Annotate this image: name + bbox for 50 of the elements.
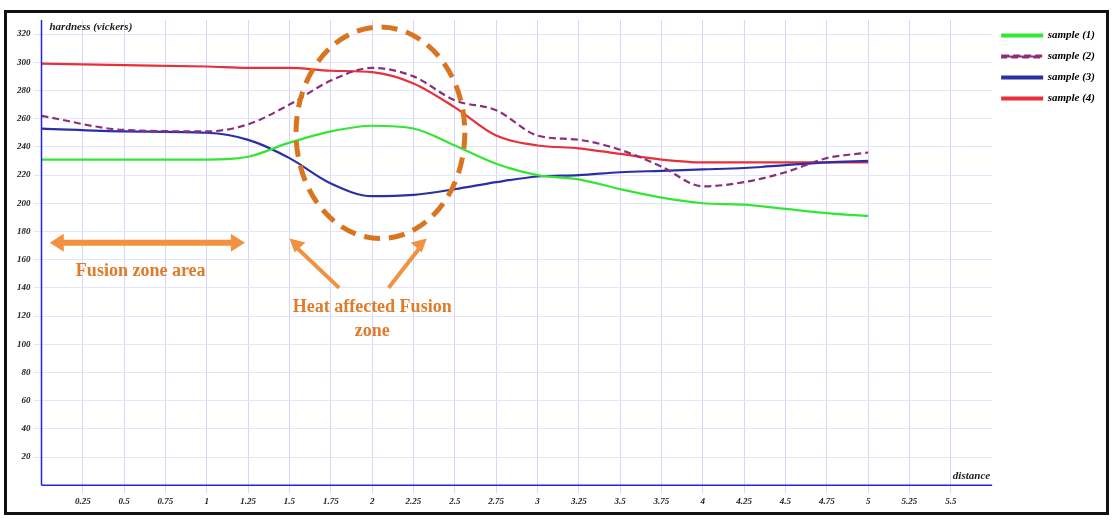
x-tick-label: 5.25 bbox=[901, 495, 918, 506]
x-tick-label: 0.25 bbox=[74, 495, 92, 506]
legend-label: sample (4) bbox=[1046, 91, 1096, 105]
line-series bbox=[41, 66, 870, 188]
x-tick-label: 2.25 bbox=[404, 495, 422, 506]
x-tick-label: 1.75 bbox=[322, 495, 340, 506]
y-tick-label: 140 bbox=[17, 282, 31, 293]
x-tick-label: 1.25 bbox=[240, 495, 257, 506]
x-tick-label: 0.5 bbox=[118, 495, 131, 506]
x-tick-label: 1 bbox=[204, 495, 210, 506]
line-series bbox=[41, 62, 870, 164]
x-tick-label: 4 bbox=[699, 495, 706, 506]
y-axis-title: hardness (vickers) bbox=[49, 20, 133, 34]
line-series bbox=[41, 124, 870, 218]
y-tick-label: 180 bbox=[17, 225, 31, 236]
y-tick-label: 280 bbox=[16, 84, 31, 95]
x-tick-label: 2.75 bbox=[487, 495, 505, 506]
x-tick-label: 1.5 bbox=[283, 495, 296, 506]
y-tick-label: 220 bbox=[16, 169, 31, 180]
x-tick-label: 0.75 bbox=[157, 495, 174, 506]
x-tick-label: 4.75 bbox=[817, 495, 836, 506]
x-tick-label: 3 bbox=[534, 495, 541, 506]
x-tick-label: 2.5 bbox=[448, 495, 461, 506]
y-tick-label: 40 bbox=[20, 423, 31, 434]
x-tick-label: 3.5 bbox=[613, 495, 627, 506]
y-tick-label: 120 bbox=[17, 310, 31, 321]
line-series bbox=[41, 127, 870, 198]
legend-label: sample (3) bbox=[1046, 70, 1096, 84]
x-axis-title: distance bbox=[952, 468, 991, 481]
legend-label: sample (2) bbox=[1046, 49, 1096, 63]
x-tick-label: 5 bbox=[865, 495, 871, 506]
y-tick-label: 240 bbox=[16, 141, 31, 152]
x-tick-label: 5.5 bbox=[945, 495, 957, 506]
x-tick-label: 4.5 bbox=[778, 495, 792, 506]
y-tick-label: 160 bbox=[17, 253, 31, 264]
y-tick-label: 200 bbox=[16, 197, 31, 208]
y-tick-label: 300 bbox=[16, 56, 31, 67]
legend-label: sample (1) bbox=[1046, 28, 1096, 42]
y-tick-label: 100 bbox=[17, 338, 31, 349]
y-tick-label: 20 bbox=[20, 451, 31, 462]
x-tick-label: 3.75 bbox=[652, 495, 670, 506]
annotation: Heat affected Fusion zone bbox=[292, 295, 452, 340]
y-tick-label: 320 bbox=[16, 28, 31, 39]
x-tick-label: 4.25 bbox=[735, 495, 753, 506]
x-tick-label: 3.25 bbox=[569, 495, 588, 506]
y-tick-label: 260 bbox=[16, 113, 31, 124]
annotation: Fusion zone area bbox=[75, 259, 206, 280]
y-tick-label: 60 bbox=[21, 394, 31, 405]
x-tick-label: 2 bbox=[368, 495, 375, 506]
y-tick-label: 80 bbox=[21, 366, 31, 377]
